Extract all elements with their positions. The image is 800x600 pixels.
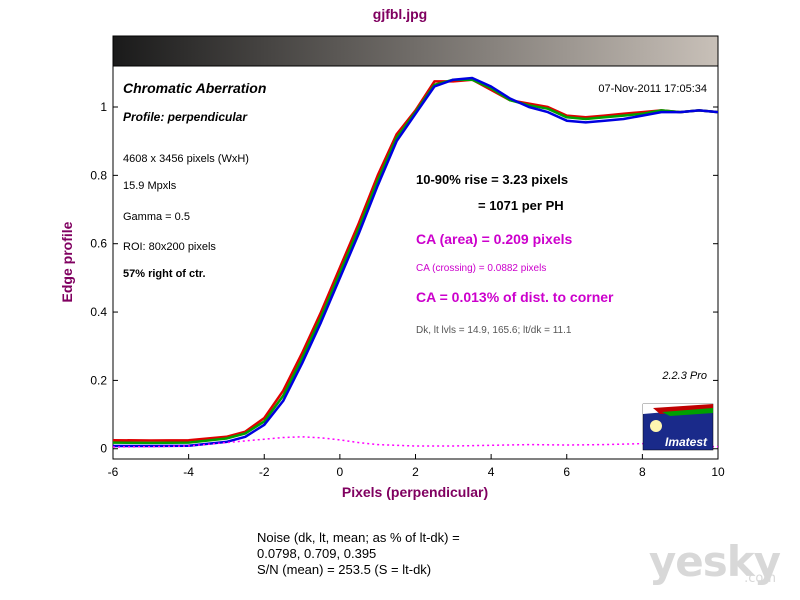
megapixels-text: 15.9 Mpxls — [123, 180, 177, 192]
y-tick-label: 0.2 — [90, 373, 107, 387]
roi-text: ROI: 80x200 pixels — [123, 241, 216, 253]
series-line-2 — [113, 76, 719, 448]
y-tick-label: 0.8 — [90, 168, 107, 182]
tick-layer: -6 -4 -2 0 2 4 6 8 10 0 0.2 0.4 0.6 0.8 1 — [90, 100, 725, 479]
gradient-bar — [112, 35, 719, 67]
y-tick-label: 0.6 — [90, 237, 107, 251]
ca-corner-text: CA = 0.013% of dist. to corner — [416, 289, 614, 305]
watermark-sub: .com — [744, 571, 776, 586]
y-tick-label: 0 — [100, 442, 107, 456]
x-tick-label: 4 — [488, 465, 495, 479]
series-line-3 — [112, 436, 719, 448]
levels-text: Dk, lt lvls = 14.9, 165.6; lt/dk = 11.1 — [416, 325, 572, 336]
plot-frame — [112, 65, 719, 460]
page-title: gjfbl.jpg — [372, 6, 428, 22]
y-tick-label: 0.4 — [90, 305, 107, 319]
ca-crossing-text: CA (crossing) = 0.0882 pixels — [416, 263, 546, 274]
gamma-text: Gamma = 0.5 — [123, 211, 190, 223]
per-ph-text: = 1071 per PH — [478, 198, 564, 213]
noise-line-2: 0.0798, 0.709, 0.395 — [257, 546, 377, 561]
watermark: yesky .com — [648, 537, 781, 586]
panel-subtitle: Profile: perpendicular — [123, 110, 248, 124]
x-axis-label: Pixels (perpendicular) — [342, 484, 488, 500]
noise-summary: Noise (dk, lt, mean; as % of lt-dk) = 0.… — [257, 530, 460, 578]
image-size-text: 4608 x 3456 pixels (WxH) — [123, 153, 249, 165]
chart: -6 -4 -2 0 2 4 6 8 10 0 0.2 0.4 0.6 0.8 1 Edge profile… — [59, 35, 725, 500]
watermark-main: yesky — [648, 537, 781, 586]
ca-area-text: CA (area) = 0.209 pixels — [416, 231, 573, 247]
x-tick-label: -2 — [259, 465, 270, 479]
y-axis-label: Edge profile — [59, 221, 75, 302]
imatest-logo-text: Imatest — [665, 435, 708, 449]
series-layer — [112, 76, 719, 448]
version-text: 2.2.3 Pro — [661, 370, 707, 382]
panel-title: Chromatic Aberration — [123, 80, 266, 96]
x-tick-label: 2 — [412, 465, 419, 479]
y-tick-label: 1 — [100, 100, 107, 114]
x-tick-label: -4 — [183, 465, 194, 479]
x-tick-label: 10 — [711, 465, 725, 479]
x-tick-label: -6 — [108, 465, 119, 479]
x-tick-label: 6 — [563, 465, 570, 479]
noise-line-3: S/N (mean) = 253.5 (S = lt-dk) — [257, 562, 432, 577]
x-tick-label: 0 — [337, 465, 344, 479]
x-tick-label: 8 — [639, 465, 646, 479]
noise-line-1: Noise (dk, lt, mean; as % of lt-dk) = — [257, 530, 460, 545]
rise-text: 10-90% rise = 3.23 pixels — [416, 172, 568, 187]
imatest-logo: Imatest — [642, 403, 714, 451]
position-text: 57% right of ctr. — [123, 268, 206, 280]
timestamp: 07-Nov-2011 17:05:34 — [598, 83, 707, 95]
